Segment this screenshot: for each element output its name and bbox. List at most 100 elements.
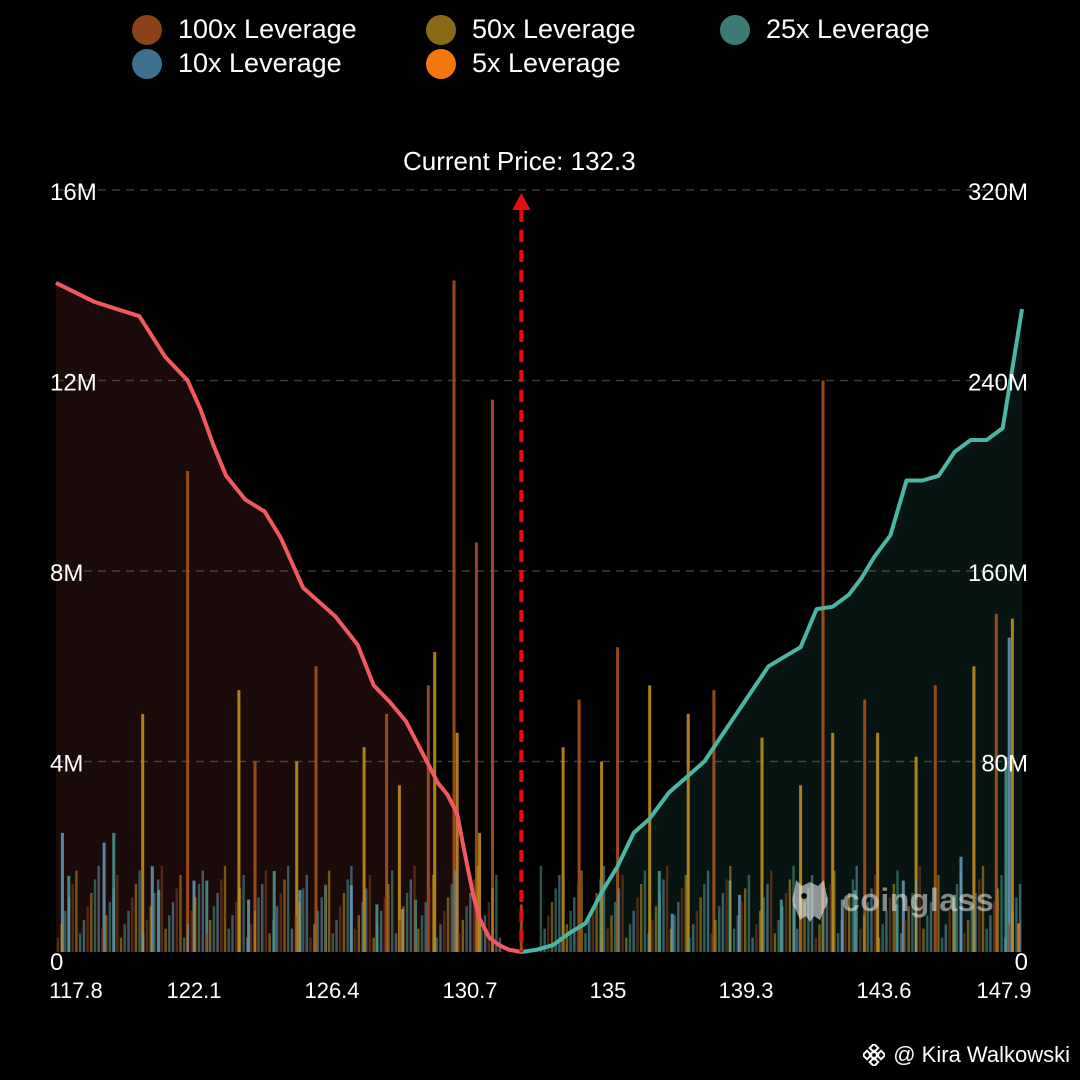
bar-minor (781, 906, 784, 952)
bar-minor (974, 892, 977, 952)
bar-minor (736, 915, 739, 952)
bar-minor (669, 928, 673, 952)
bar-minor (896, 870, 899, 952)
bar-minor (933, 888, 936, 952)
bar-minor (907, 906, 910, 952)
bar-minor (142, 933, 145, 952)
bar-minor (93, 879, 97, 952)
bar-100x (314, 666, 318, 953)
bar-minor (881, 924, 884, 952)
bar-minor (279, 892, 282, 952)
bar-minor (981, 866, 985, 952)
short-cumulative-line (521, 308, 1024, 954)
bar-5x (1017, 923, 1021, 952)
bar-minor (253, 910, 256, 952)
bar-minor (822, 910, 825, 952)
bar-minor (131, 897, 134, 952)
bar-minor (190, 910, 193, 952)
bar-minor (64, 910, 67, 952)
long-cumulative-line (55, 281, 522, 954)
bar-minor (588, 919, 591, 952)
bar-minor (212, 906, 216, 952)
bar-minor (487, 901, 490, 952)
x-tick-label: 139.3 (718, 978, 773, 1003)
bar-minor (183, 937, 186, 952)
bar-minor (558, 875, 561, 952)
bar-minor (955, 883, 959, 952)
bar-minor (725, 879, 728, 952)
y-left-tick-label: 12M (50, 370, 97, 397)
bar-50x (831, 732, 835, 952)
bar-minor (305, 875, 308, 952)
bar-25x (272, 871, 276, 952)
leverage-bars (56, 280, 1022, 953)
bar-minor (197, 883, 201, 952)
bar-minor (647, 933, 650, 952)
bar-minor (829, 883, 832, 952)
bar-minor (1018, 883, 1022, 952)
bar-minor (164, 928, 167, 952)
bar-minor (402, 906, 405, 952)
bar-minor (134, 883, 138, 952)
coinglass-icon (792, 880, 828, 922)
legend-item-10x[interactable]: 10x Leverage (132, 48, 342, 79)
bar-minor (900, 933, 903, 952)
bar-minor (978, 879, 981, 952)
bar-minor (944, 924, 947, 952)
bar-minor (926, 915, 929, 952)
bar-minor (703, 883, 706, 952)
bar-minor (417, 928, 420, 952)
bar-minor (992, 901, 996, 952)
bar-minor (692, 924, 695, 952)
bar-100x (253, 761, 257, 952)
bar-100x (452, 280, 456, 952)
bar-minor (119, 937, 123, 952)
bar-10x (192, 880, 196, 952)
bar-minor (320, 897, 323, 952)
x-tick-label: 130.7 (442, 978, 497, 1003)
bar-minor (1011, 910, 1014, 952)
bar-minor (78, 933, 82, 952)
bar-minor (171, 901, 175, 952)
bar-minor (201, 870, 204, 952)
bar-minor (818, 924, 821, 952)
author-watermark: @ Kira Walkowski (863, 1042, 1070, 1068)
bar-100x (474, 542, 478, 952)
bar-minor (409, 879, 412, 952)
legend-item-100x[interactable]: 100x Leverage (132, 14, 357, 45)
bar-minor (461, 919, 464, 952)
bar-minor (948, 910, 951, 952)
bar-10x (102, 842, 106, 952)
bar-minor (105, 915, 108, 952)
bar-100x (577, 699, 581, 952)
bar-50x (876, 732, 880, 952)
x-tick-label: 122.1 (166, 978, 221, 1003)
bar-minor (580, 870, 583, 952)
bar-minor (937, 875, 940, 952)
bar-minor (75, 870, 78, 952)
bar-minor (97, 866, 100, 952)
bar-minor (60, 924, 63, 952)
bar-50x (295, 761, 299, 952)
bar-10x (60, 832, 64, 952)
bar-minor (825, 897, 829, 952)
bar-100x (821, 380, 825, 952)
bar-minor (67, 897, 71, 952)
bar-minor (576, 883, 580, 952)
legend-item-25x[interactable]: 25x Leverage (720, 14, 930, 45)
bar-50x (433, 652, 437, 952)
bar-minor (918, 866, 921, 952)
bar-minor (127, 910, 130, 952)
bar-minor (573, 897, 576, 952)
bar-100x (426, 685, 430, 952)
bar-minor (599, 879, 602, 952)
legend-item-5x[interactable]: 5x Leverage (426, 48, 621, 79)
bar-minor (677, 901, 680, 952)
bar-minor (405, 892, 409, 952)
legend-item-50x[interactable]: 50x Leverage (426, 14, 636, 45)
bar-minor (792, 866, 795, 952)
bar-minor (1000, 875, 1003, 952)
bar-minor (376, 924, 379, 952)
bar-50x (141, 713, 145, 952)
